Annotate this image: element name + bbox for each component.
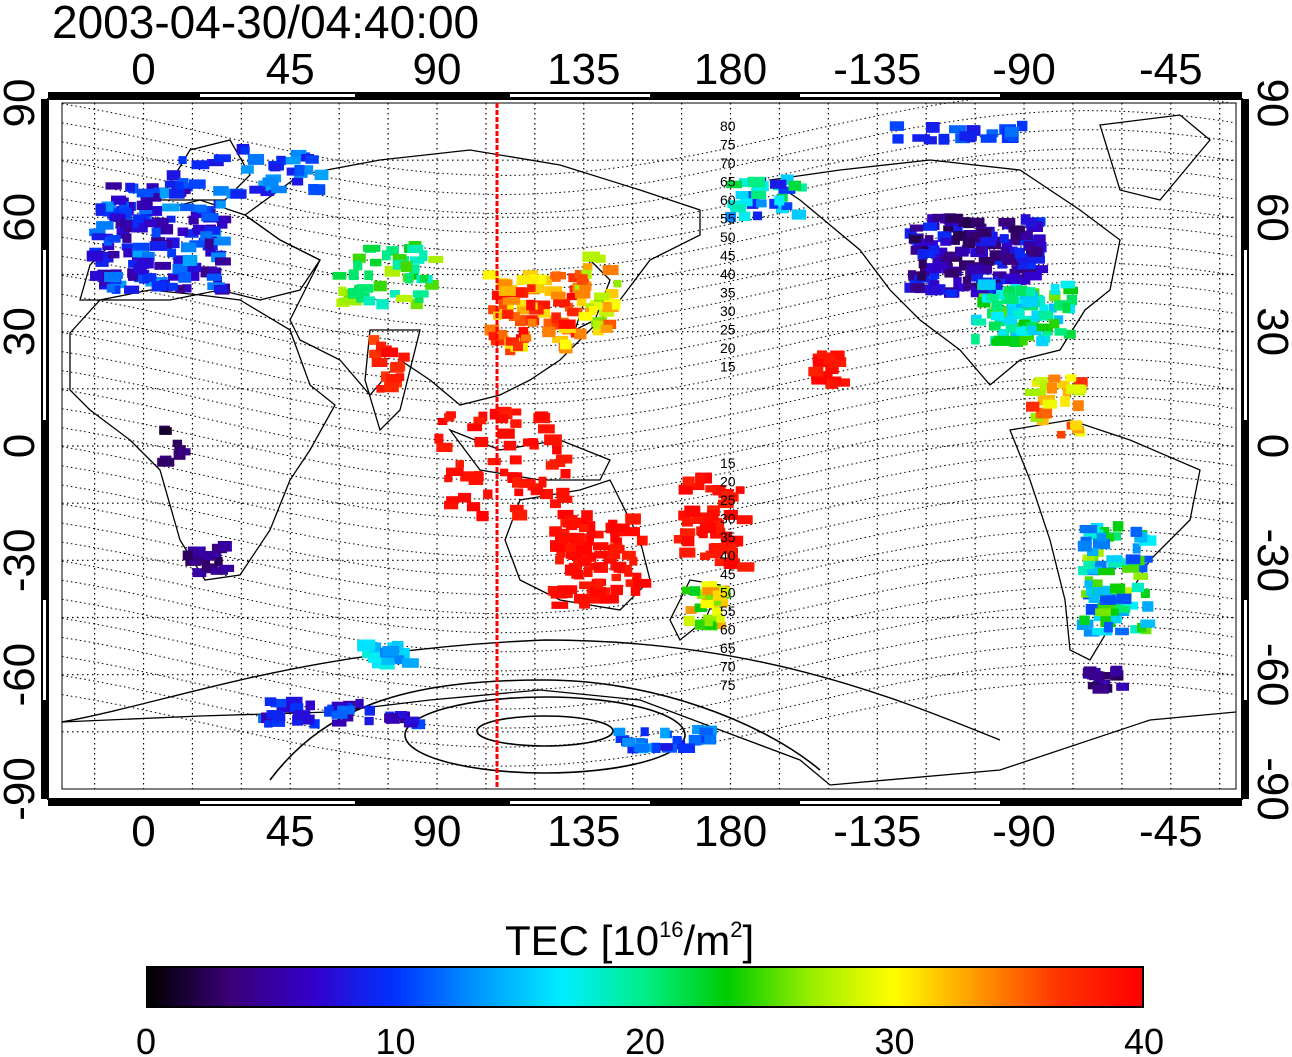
longitude-ticks-top: 0 45 90 135 180 -135 -90 -45 bbox=[131, 45, 1202, 94]
latitude-ticks-left: 90 60 30 0 -30 -60 -90 bbox=[0, 79, 44, 821]
world-map: 80 75 70 65 60 55 50 45 40 35 30 25 20 15 15 20 25 30 35 40… bbox=[0, 45, 1292, 856]
contour-label: 35 bbox=[720, 529, 736, 545]
contour-label: 50 bbox=[720, 585, 736, 601]
contour-label: 15 bbox=[720, 359, 736, 375]
colorbar-tick-label: 40 bbox=[1123, 1021, 1165, 1057]
contour-labels: 80 75 70 65 60 55 50 45 40 35 30 25 20 15 15 20 25 30 35 40… bbox=[720, 118, 736, 693]
lat-tick-left: -60 bbox=[0, 643, 44, 707]
colorbar-title: TEC [1016/m2] bbox=[505, 917, 755, 964]
contour-label: 35 bbox=[720, 285, 736, 301]
contour-label: 50 bbox=[720, 229, 736, 245]
lat-tick-left: 90 bbox=[0, 79, 44, 128]
lon-tick-top: -45 bbox=[1139, 45, 1203, 94]
lon-tick-top: -90 bbox=[992, 45, 1056, 94]
contour-label: 25 bbox=[720, 322, 736, 338]
right-scale-bar bbox=[1242, 99, 1249, 799]
lat-tick-right: 0 bbox=[1248, 434, 1292, 458]
longitude-ticks-bottom: 0 45 90 135 180 -135 -90 -45 bbox=[131, 807, 1202, 856]
lat-tick-right: 30 bbox=[1248, 307, 1292, 356]
contour-label: 30 bbox=[720, 511, 736, 527]
lon-tick-bottom: 90 bbox=[413, 807, 462, 856]
contour-label: 45 bbox=[720, 248, 736, 264]
lon-tick-bottom: -45 bbox=[1139, 807, 1203, 856]
lon-tick-top: -135 bbox=[833, 45, 921, 94]
lon-tick-top: 135 bbox=[547, 45, 620, 94]
colorbar-tick-label: 0 bbox=[135, 1021, 157, 1057]
lat-tick-left: -30 bbox=[0, 529, 44, 593]
contour-label: 30 bbox=[720, 303, 736, 319]
contour-label: 65 bbox=[720, 640, 736, 656]
lon-tick-top: 180 bbox=[694, 45, 767, 94]
graticule bbox=[62, 103, 1236, 789]
lon-tick-bottom: 45 bbox=[266, 807, 315, 856]
tec-colorbar bbox=[146, 966, 1144, 1008]
lon-tick-bottom: -90 bbox=[992, 807, 1056, 856]
contour-label: 20 bbox=[720, 474, 736, 490]
lat-tick-left: 30 bbox=[0, 307, 44, 356]
contour-label: 70 bbox=[720, 659, 736, 675]
lat-tick-left: -90 bbox=[0, 757, 44, 821]
contour-label: 40 bbox=[720, 548, 736, 564]
colorbar-tick-label: 20 bbox=[624, 1021, 666, 1057]
lat-tick-right: -60 bbox=[1248, 643, 1292, 707]
lat-tick-right: -30 bbox=[1248, 529, 1292, 593]
timestamp-title: 2003-04-30/04:40:00 bbox=[52, 0, 480, 48]
lon-tick-bottom: 135 bbox=[547, 807, 620, 856]
contour-label: 45 bbox=[720, 566, 736, 582]
lat-tick-left: 60 bbox=[0, 193, 44, 242]
contour-label: 20 bbox=[720, 340, 736, 356]
lon-tick-bottom: 180 bbox=[694, 807, 767, 856]
contour-label: 65 bbox=[720, 174, 736, 190]
colorbar-tick-label: 10 bbox=[375, 1021, 416, 1057]
latitude-ticks-right: 90 60 30 0 -30 -60 -90 bbox=[1248, 79, 1292, 821]
lon-tick-top: 45 bbox=[266, 45, 315, 94]
contour-label: 55 bbox=[720, 211, 736, 227]
contour-label: 70 bbox=[720, 155, 736, 171]
contour-label: 40 bbox=[720, 266, 736, 282]
contour-label: 15 bbox=[720, 455, 736, 471]
contour-label: 75 bbox=[720, 137, 736, 153]
contour-label: 75 bbox=[720, 677, 736, 693]
contour-label: 60 bbox=[720, 192, 736, 208]
contour-label: 80 bbox=[720, 118, 736, 134]
lon-tick-bottom: -135 bbox=[833, 807, 921, 856]
contour-label: 25 bbox=[720, 492, 736, 508]
lat-tick-left: 0 bbox=[0, 434, 44, 458]
lat-tick-right: 60 bbox=[1248, 193, 1292, 242]
colorbar-tick-label: 30 bbox=[874, 1021, 915, 1057]
lon-tick-top: 0 bbox=[131, 45, 155, 94]
lat-tick-right: 90 bbox=[1248, 79, 1292, 128]
lon-tick-bottom: 0 bbox=[131, 807, 155, 856]
left-scale-bar bbox=[41, 99, 48, 799]
contour-label: 60 bbox=[720, 622, 736, 638]
lat-tick-right: -90 bbox=[1248, 757, 1292, 821]
lon-tick-top: 90 bbox=[413, 45, 462, 94]
contour-label: 55 bbox=[720, 603, 736, 619]
